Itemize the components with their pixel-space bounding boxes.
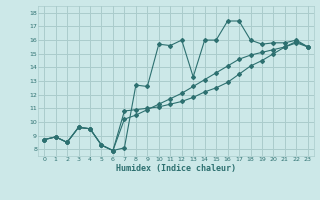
X-axis label: Humidex (Indice chaleur): Humidex (Indice chaleur): [116, 164, 236, 173]
